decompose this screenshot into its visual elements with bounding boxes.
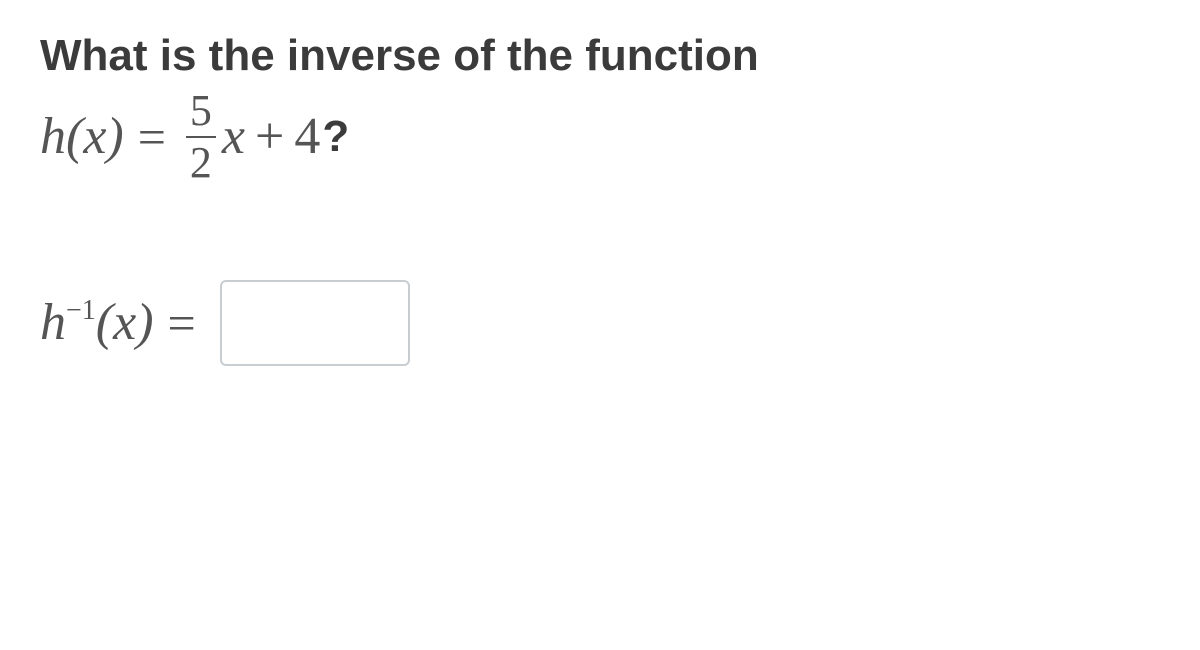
constant-term: 4	[294, 107, 320, 166]
equals-sign: =	[138, 108, 166, 166]
answer-input[interactable]	[220, 280, 410, 366]
fraction-denominator: 2	[186, 138, 216, 185]
fraction-numerator: 5	[186, 89, 216, 136]
answer-row: h−1(x) =	[40, 280, 1160, 366]
inverse-h: h	[40, 294, 66, 351]
inverse-arg: (x)	[96, 294, 154, 351]
function-definition: h(x) = 5 2 x + 4 ?	[40, 89, 1160, 185]
inverse-lhs: h−1(x)	[40, 293, 154, 352]
function-lhs: h(x)	[40, 107, 124, 166]
variable-x: x	[222, 107, 245, 166]
question-block: What is the inverse of the function h(x)…	[40, 30, 1160, 185]
fraction: 5 2	[186, 89, 216, 185]
plus-sign: +	[255, 107, 284, 166]
inverse-exponent: −1	[66, 295, 96, 326]
question-prompt: What is the inverse of the function	[40, 30, 1160, 83]
answer-equals-sign: =	[168, 294, 196, 352]
question-mark: ?	[322, 112, 349, 162]
